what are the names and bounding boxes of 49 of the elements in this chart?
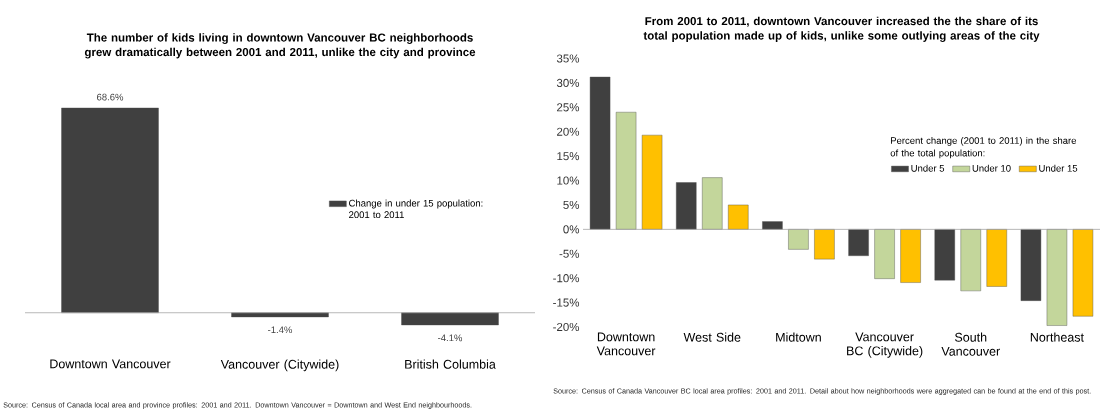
bar — [676, 182, 697, 230]
bar — [1072, 229, 1094, 317]
y-tick-label: -10% — [553, 274, 580, 283]
y-tick-label: 15% — [557, 152, 580, 161]
y-tick-label: -15% — [553, 298, 580, 307]
y-tick-label: -5% — [559, 249, 580, 258]
bar — [589, 76, 611, 230]
y-tick-label: 35% — [556, 54, 580, 63]
chart-title: The number of kids living in downtown Vancouver BC neighborhoods grew dramatically between 2001 and 2011, unlike the city and province — [84, 33, 476, 59]
legend-label: Under 5 — [911, 164, 945, 172]
y-tick-label: -20% — [553, 322, 580, 332]
legend-label: Change in under 15 population: 2001 to 2011 — [349, 199, 483, 219]
data-label: -1.4% — [268, 326, 293, 334]
data-label: -4.1% — [438, 334, 463, 342]
y-tick-label: 20% — [557, 127, 580, 136]
legend-title: Percent change (2001 to 2011) in the share of the total population: — [890, 136, 1077, 159]
data-label: 68.6% — [97, 93, 124, 101]
legend-label: Under 15 — [1039, 164, 1078, 172]
bar — [1020, 229, 1042, 301]
bar — [814, 229, 835, 260]
x-tick-label: Midtown — [776, 332, 821, 342]
bar — [1046, 229, 1068, 326]
bar — [728, 204, 749, 230]
bar — [986, 229, 1007, 287]
x-tick-label: South Vancouver — [941, 332, 1000, 356]
bar — [702, 177, 723, 230]
x-tick-label: Vancouver (Citywide) — [220, 359, 339, 372]
bar — [934, 229, 955, 281]
y-tick-label: 0% — [563, 225, 580, 234]
bar — [788, 229, 809, 250]
chart-title: From 2001 to 2011, downtown Vancouver increased the the share of its total population made up of kids, unlike some outlying areas of the city — [643, 16, 1040, 42]
bar — [960, 229, 981, 292]
bar — [900, 229, 921, 283]
x-tick-label: Downtown Vancouver — [50, 359, 171, 369]
x-tick-label: Vancouver BC (Citywide) — [847, 332, 923, 358]
y-tick-label: 30% — [556, 78, 580, 87]
y-tick-label: 25% — [557, 103, 580, 112]
bar — [641, 134, 663, 230]
x-tick-label: Northeast — [1030, 332, 1084, 342]
legend-label: Under 10 — [972, 164, 1011, 172]
x-tick-label: Downtown Vancouver — [596, 332, 656, 356]
x-tick-label: British Columbia — [405, 359, 496, 369]
x-tick-label: West Side — [683, 332, 741, 342]
bar — [762, 221, 783, 230]
bar — [874, 229, 895, 279]
y-tick-label: 10% — [557, 176, 580, 185]
bar — [615, 112, 637, 230]
y-tick-label: 5% — [563, 200, 580, 209]
bar — [848, 229, 869, 256]
